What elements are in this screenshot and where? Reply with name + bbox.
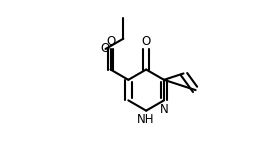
Text: N: N xyxy=(160,103,169,116)
Text: O: O xyxy=(142,34,151,48)
Text: NH: NH xyxy=(136,113,154,126)
Text: O: O xyxy=(106,34,115,48)
Text: O: O xyxy=(101,42,110,56)
